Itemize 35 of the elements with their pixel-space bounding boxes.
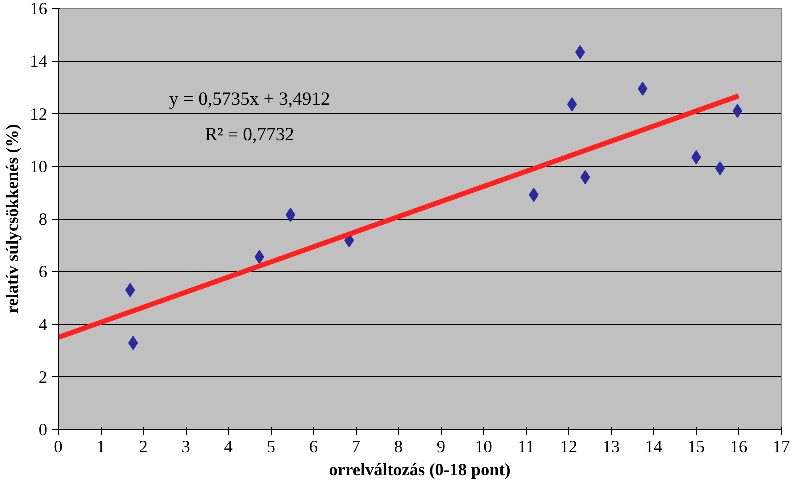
x-tick-label: 2	[139, 438, 148, 456]
y-tick-label: 14	[30, 52, 48, 72]
y-tick-label: 16	[30, 0, 48, 18]
point	[567, 98, 578, 112]
point	[732, 104, 743, 118]
y-tick-label: 12	[30, 104, 48, 124]
x-axis-title: orrelváltozás (0-18 pont)	[329, 460, 512, 480]
x-tick-label: 4	[224, 438, 234, 456]
x-tick-label: 15	[688, 438, 706, 456]
x-tick-label: 10	[475, 438, 492, 456]
y-tick-label: 8	[38, 210, 48, 229]
x-tick-label: 9	[436, 438, 446, 456]
x-tick-label: 8	[394, 438, 404, 456]
annotation: R² = 0,7732	[205, 124, 294, 146]
annotation: y = 0,5735x + 3,4912	[169, 88, 330, 110]
x-tick-label: 1	[96, 438, 106, 456]
y-tick-label: 10	[30, 157, 48, 176]
x-tick-label: 16	[730, 438, 748, 456]
x-tick-label: 11	[518, 438, 535, 456]
x-tick-label: 12	[560, 438, 578, 456]
x-tick-label: 5	[266, 438, 276, 456]
x-tick-label: 17	[772, 438, 790, 456]
x-tick-label: 14	[645, 438, 663, 456]
x-tick-label: 3	[182, 438, 190, 456]
y-tick-label: 6	[38, 262, 48, 282]
y-axis-title: relatív súlycsökkenés (%)	[3, 124, 22, 314]
point	[286, 208, 296, 222]
x-tick-label: 6	[309, 438, 318, 456]
y-tick-label: 0	[38, 420, 48, 440]
point	[715, 161, 726, 176]
y-tick-label: 2	[38, 368, 48, 387]
x-tick-label: 13	[602, 438, 620, 456]
x-tick-label: 7	[352, 438, 361, 456]
x-tick-label: 0	[54, 438, 63, 456]
y-tick-label: 4	[38, 315, 48, 334]
